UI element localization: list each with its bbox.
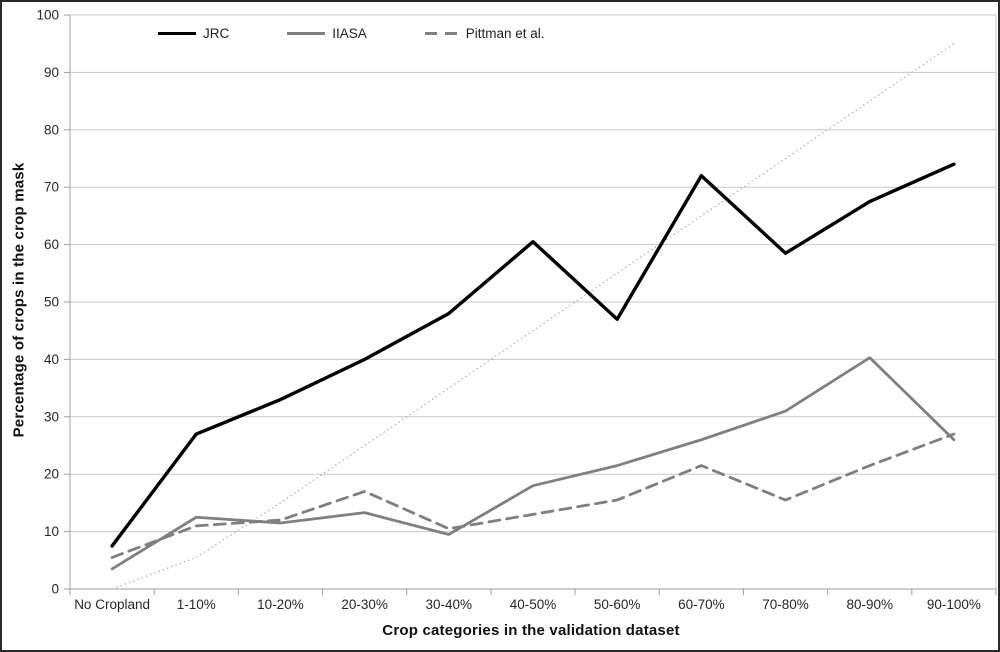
y-tick-label: 30 (44, 409, 59, 424)
y-tick-label: 20 (44, 467, 59, 482)
legend-item-pittman-et-al: Pittman et al. (424, 26, 545, 41)
x-tick-label: 40-50% (510, 597, 557, 612)
x-tick-label: 70-80% (762, 597, 809, 612)
legend-label: IIASA (332, 26, 367, 41)
legend-line-sample-pittman-et-al (424, 32, 459, 35)
series-line-pittman-et-al (110, 432, 956, 559)
y-tick-label: 100 (36, 8, 59, 23)
y-tick-label: 60 (44, 237, 59, 252)
x-tick-label: 90-100% (927, 597, 981, 612)
x-tick-label: 80-90% (846, 597, 893, 612)
y-tick-label: 70 (44, 180, 59, 195)
legend-line-sample-iiasa (287, 32, 326, 35)
y-tick-label: 50 (44, 295, 59, 310)
y-tick-label: 10 (44, 524, 59, 539)
x-tick-label: 50-60% (594, 597, 641, 612)
series-line-reference (111, 43, 955, 590)
legend-line-sample-jrc (158, 32, 196, 35)
y-axis-title: Percentage of crops in the crop mask (10, 162, 28, 438)
x-tick-label: 1-10% (177, 597, 216, 612)
series-line-iiasa (110, 356, 956, 571)
legend-label: JRC (203, 26, 230, 41)
legend-item-jrc: JRC (158, 26, 229, 41)
x-tick-label: 20-30% (341, 597, 388, 612)
y-tick-label: 0 (51, 582, 59, 597)
x-tick-label: No Cropland (74, 597, 150, 612)
x-tick-label: 60-70% (678, 597, 725, 612)
x-axis-title: Crop categories in the validation datase… (382, 622, 680, 639)
legend-item-iiasa: IIASA (287, 26, 367, 41)
x-tick-label: 10-20% (257, 597, 304, 612)
chart-legend: JRC IIASA Pittman et al. (158, 26, 545, 41)
y-tick-label: 40 (44, 352, 59, 367)
series-line-jrc (110, 162, 956, 548)
y-tick-label: 80 (44, 122, 59, 137)
legend-label: Pittman et al. (465, 26, 545, 41)
y-tick-label: 90 (44, 65, 59, 80)
x-tick-label: 30-40% (426, 597, 473, 612)
